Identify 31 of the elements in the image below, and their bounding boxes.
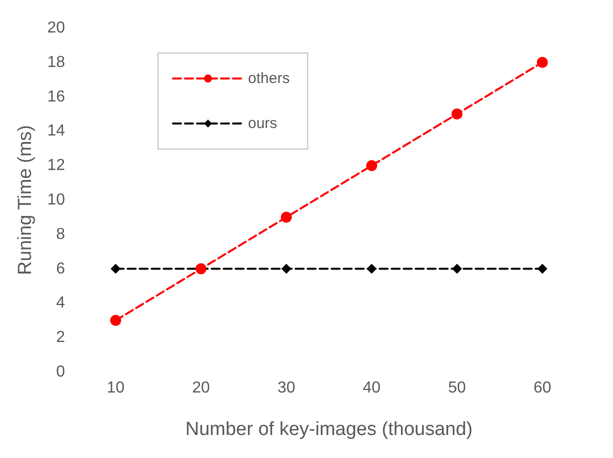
x-tick-label: 60	[533, 380, 552, 396]
point	[537, 264, 548, 274]
point	[366, 160, 378, 172]
y-axis-title: Runing Time (ms)	[15, 125, 36, 275]
y-tick-label: 6	[56, 260, 66, 278]
y-tick-label: 16	[47, 88, 66, 106]
y-tick-label: 10	[47, 192, 66, 208]
y-tick-label: 14	[47, 122, 66, 140]
legend-label: others	[248, 70, 290, 87]
y-tick-label: 8	[56, 226, 66, 243]
x-tick-label: 20	[192, 380, 210, 396]
x-tick-label: 50	[448, 380, 466, 396]
point	[366, 264, 377, 274]
point	[110, 264, 121, 274]
point	[452, 264, 462, 274]
point	[281, 264, 292, 274]
x-tick-label: 40	[362, 380, 381, 396]
y-tick-label: 4	[56, 294, 66, 312]
x-axis-title: Number of key-images (thousand)	[185, 419, 473, 440]
point	[452, 108, 462, 120]
x-tick-label: 30	[277, 380, 296, 396]
y-tick-label: 2	[56, 329, 66, 346]
point	[536, 56, 548, 68]
point	[110, 314, 122, 326]
x-tick-label: 10	[106, 380, 125, 396]
y-tick-label: 20	[47, 20, 66, 36]
point	[280, 212, 292, 223]
y-tick-label: 0	[56, 364, 66, 380]
y-tick-label: 18	[47, 54, 66, 71]
y-tick-label: 12	[47, 157, 66, 174]
legend-label: ours	[248, 115, 278, 132]
